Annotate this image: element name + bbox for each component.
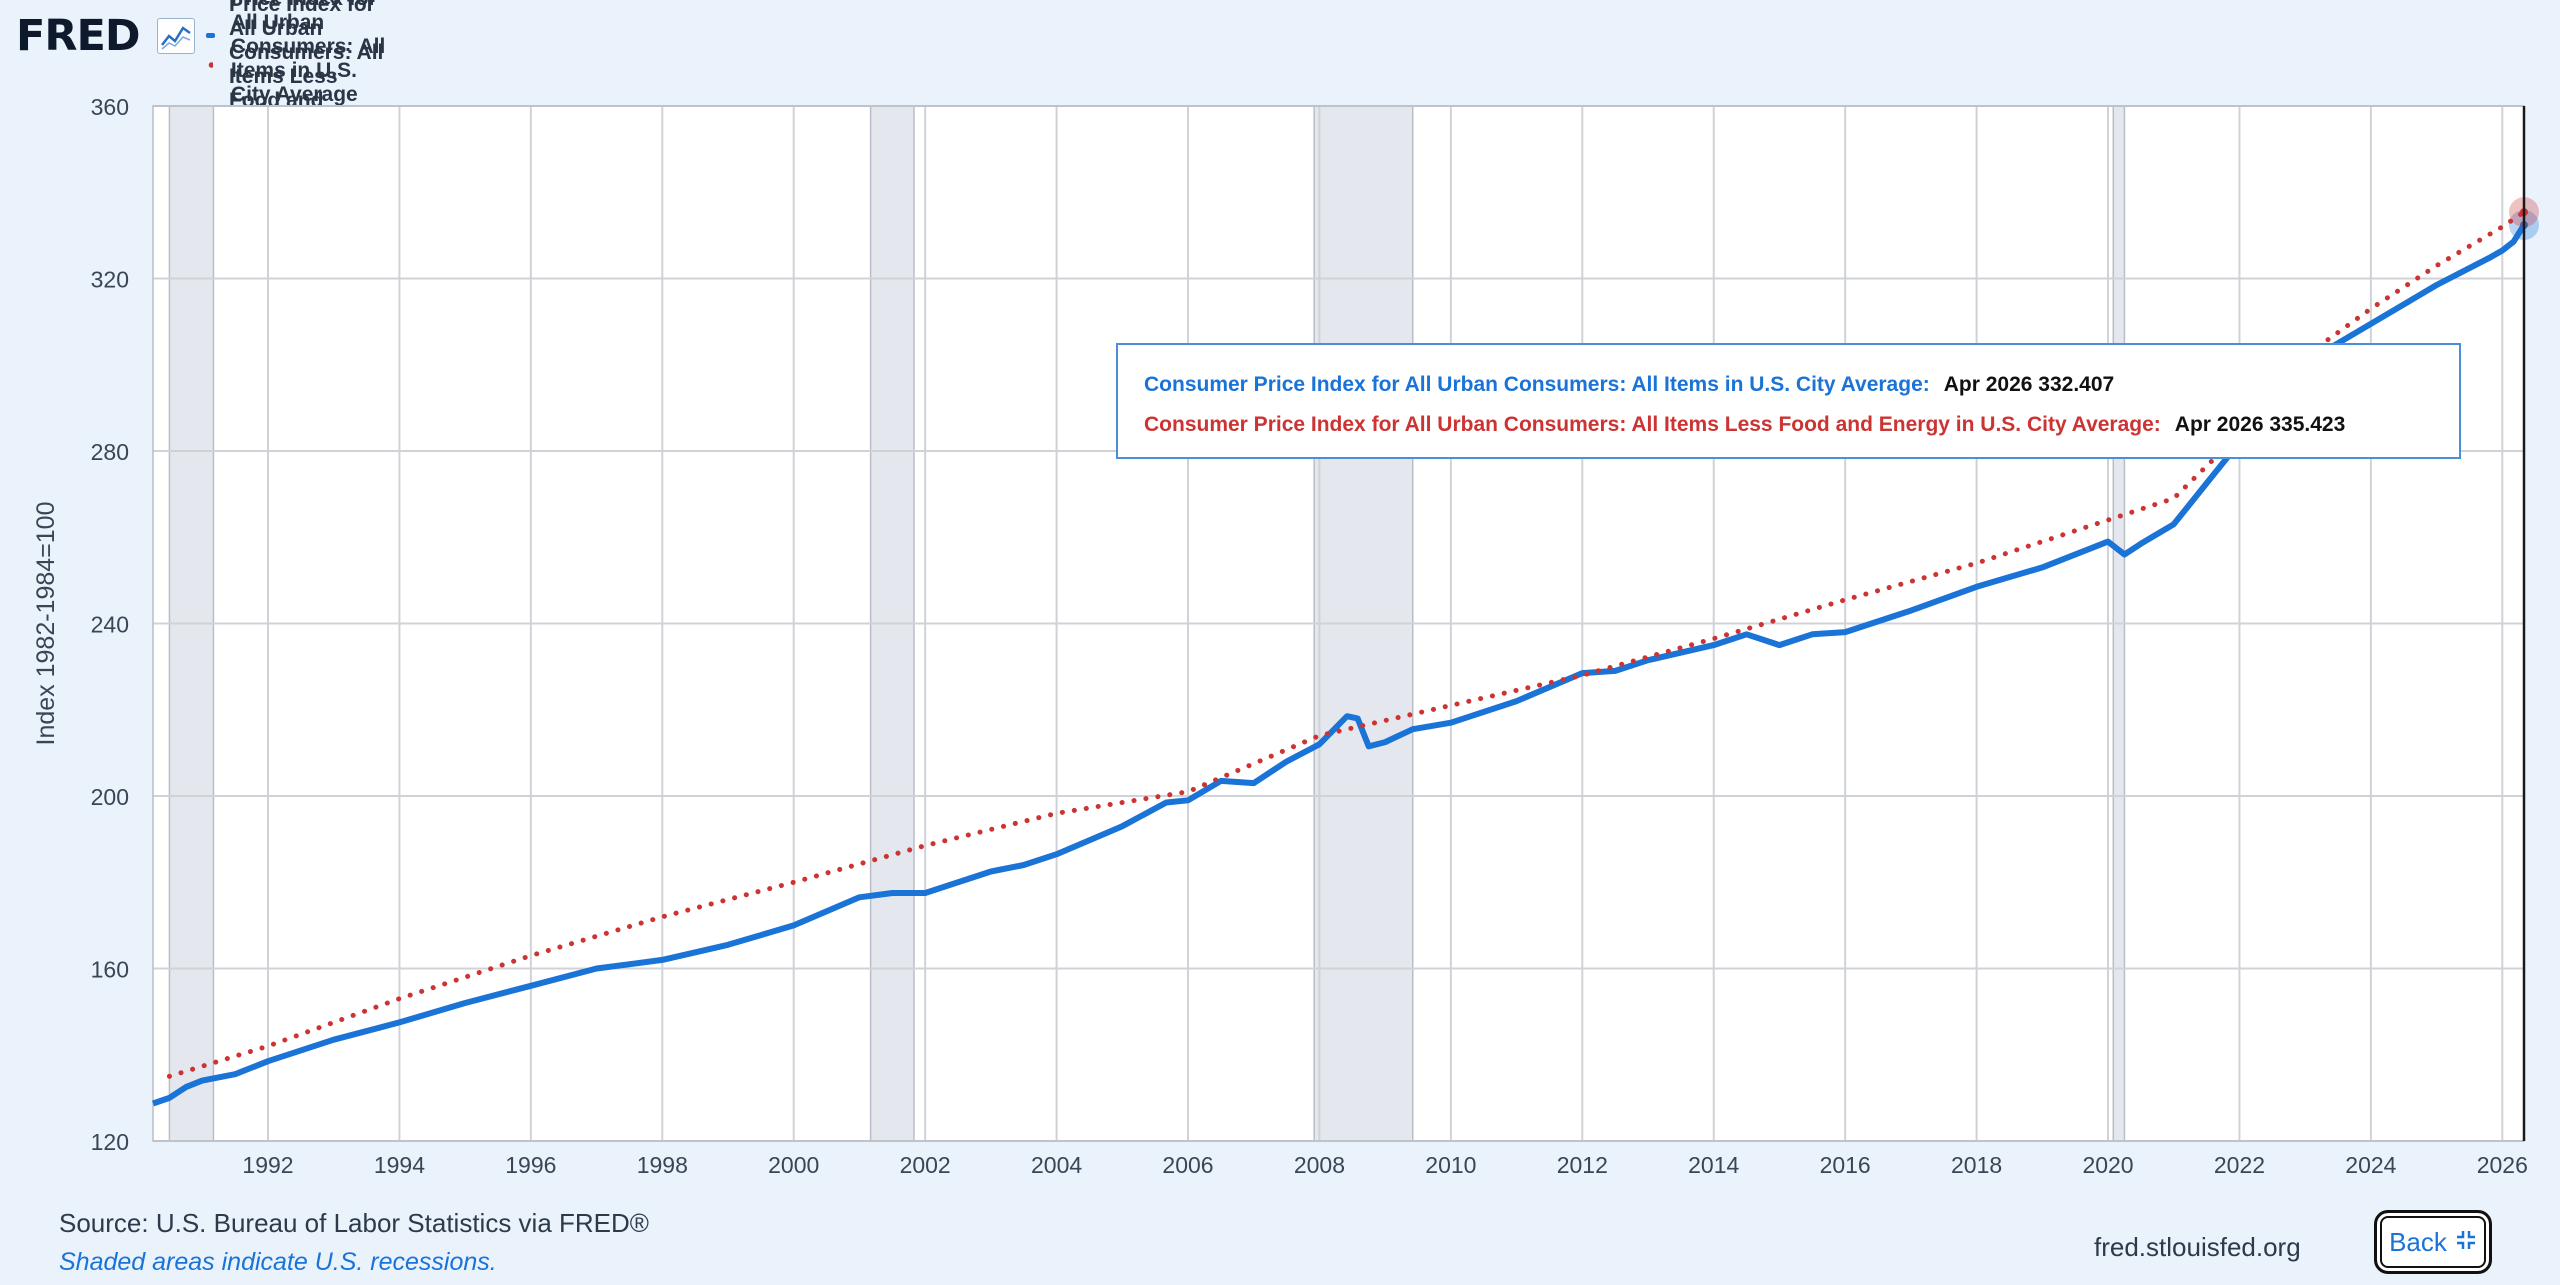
x-tick-label: 2020 bbox=[2082, 1152, 2133, 1178]
data-tooltip: Consumer Price Index for All Urban Consu… bbox=[1116, 343, 2461, 459]
x-tick-label: 1992 bbox=[242, 1152, 293, 1178]
y-tick-label: 200 bbox=[91, 784, 129, 810]
x-tick-label: 2026 bbox=[2477, 1152, 2528, 1178]
legend-item-cpi-all-items[interactable]: Consumer Price Index for All Urban Consu… bbox=[206, 0, 389, 106]
y-tick-label: 160 bbox=[91, 957, 129, 983]
x-tick-label: 2014 bbox=[1688, 1152, 1739, 1178]
y-tick-label: 360 bbox=[91, 94, 129, 120]
x-tick-label: 2000 bbox=[768, 1152, 819, 1178]
x-tick-label: 2024 bbox=[2345, 1152, 2396, 1178]
legend-label: Consumer Price Index for All Urban Consu… bbox=[230, 0, 386, 106]
tooltip-series-1-value: Apr 2026 332.407 bbox=[1943, 373, 2115, 396]
x-tick-label: 2010 bbox=[1425, 1152, 1476, 1178]
x-tick-label: 2016 bbox=[1820, 1152, 1871, 1178]
fred-logo[interactable]: FRED bbox=[16, 11, 141, 61]
x-tick-label: 2006 bbox=[1162, 1152, 1213, 1178]
source-note: Source: U.S. Bureau of Labor Statistics … bbox=[59, 1208, 649, 1238]
y-tick-label: 240 bbox=[91, 612, 129, 638]
y-axis-label: Index 1982-1984=100 bbox=[32, 502, 60, 746]
tooltip-series-2-value: Apr 2026 335.423 bbox=[2174, 413, 2346, 436]
x-tick-label: 1998 bbox=[637, 1152, 688, 1178]
x-tick-label: 2002 bbox=[900, 1152, 951, 1178]
legend-key-dotted bbox=[206, 61, 213, 69]
x-tick-label: 2022 bbox=[2214, 1152, 2265, 1178]
x-tick-label: 2018 bbox=[1951, 1152, 2002, 1178]
legend-key-solid bbox=[206, 32, 215, 38]
y-tick-label: 120 bbox=[91, 1129, 129, 1155]
back-button[interactable]: Back bbox=[2374, 1210, 2492, 1274]
collapse-icon bbox=[2455, 1227, 2477, 1258]
x-tick-label: 2004 bbox=[1031, 1152, 1082, 1178]
y-tick-label: 320 bbox=[91, 267, 129, 293]
back-button-label: Back bbox=[2389, 1226, 2447, 1257]
tooltip-row-series-1: Consumer Price Index for All Urban Consu… bbox=[1144, 365, 2459, 405]
line-chart[interactable]: 120 160 200 240 280 320 360 1992 1994 1996 1998 200… bbox=[0, 0, 2560, 1200]
tooltip-series-2-label: Consumer Price Index for All Urban Consu… bbox=[1144, 413, 2161, 436]
tooltip-series-1-label: Consumer Price Index for All Urban Consu… bbox=[1144, 373, 1930, 396]
series-line-cpi-all-items[interactable] bbox=[152, 223, 2527, 1107]
y-tick-label: 280 bbox=[91, 439, 129, 465]
line-chart-icon bbox=[157, 18, 195, 54]
tooltip-row-series-2: Consumer Price Index for All Urban Consu… bbox=[1144, 405, 2459, 445]
x-tick-label: 1994 bbox=[374, 1152, 425, 1178]
recession-note: Shaded areas indicate U.S. recessions. bbox=[59, 1248, 497, 1276]
x-tick-label: 2012 bbox=[1557, 1152, 1608, 1178]
site-url[interactable]: fred.stlouisfed.org bbox=[2094, 1232, 2301, 1262]
x-tick-label: 1996 bbox=[505, 1152, 556, 1178]
series-line-cpi-core[interactable] bbox=[166, 209, 2527, 1079]
x-tick-label: 2008 bbox=[1294, 1152, 1345, 1178]
